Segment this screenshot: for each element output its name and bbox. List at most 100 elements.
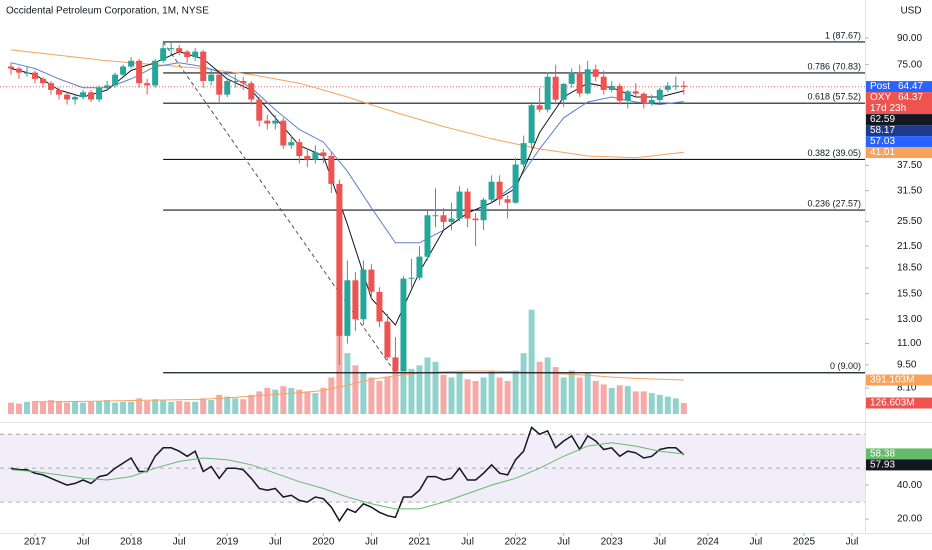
volume-bar <box>664 396 671 414</box>
axis-price-label <box>866 397 932 409</box>
candle-body <box>344 280 351 336</box>
volume-bar <box>304 391 311 414</box>
rsi-ma <box>10 442 684 510</box>
volume-bar <box>80 402 87 414</box>
candle-body <box>160 48 167 61</box>
volume-bar <box>72 401 79 414</box>
volume-bar <box>7 402 14 414</box>
candle-body <box>264 120 271 124</box>
candle-body <box>656 89 663 100</box>
volume-ma <box>35 370 684 403</box>
volume-bar <box>152 399 159 414</box>
candle-body <box>240 81 247 84</box>
volume-bar <box>200 398 207 414</box>
y-tick-label: 75.00 <box>897 59 922 70</box>
volume-bar <box>368 377 375 414</box>
volume-bar <box>176 400 183 414</box>
candle-body <box>432 215 439 217</box>
candle-body <box>480 199 487 221</box>
volume-bar <box>384 376 391 414</box>
volume-bar <box>632 391 639 414</box>
volume-bar <box>224 396 231 414</box>
volume-bar <box>472 380 479 414</box>
volume-bar <box>88 401 95 414</box>
axis-price-label <box>866 92 932 115</box>
axis-price-text: 391.103M <box>870 375 914 386</box>
candle-body <box>592 69 599 77</box>
candle-body <box>168 48 175 50</box>
y-tick-label: 25.50 <box>897 216 922 227</box>
x-tick-label: 2020 <box>312 537 335 548</box>
candle-body <box>15 68 22 73</box>
candle-body <box>152 60 159 86</box>
candle-body <box>504 199 511 203</box>
candle-body <box>136 60 143 84</box>
axis-price-label <box>866 374 932 386</box>
volume-bar <box>48 400 55 414</box>
volume-bar <box>184 401 191 414</box>
moving-average <box>10 51 684 326</box>
volume-bar <box>144 400 151 414</box>
rsi-tick-label: 40.00 <box>897 480 922 491</box>
volume-bar <box>536 361 543 414</box>
volume-bar <box>240 399 247 414</box>
candle-body <box>176 48 183 52</box>
rsi-line <box>10 426 685 523</box>
volume-bar <box>64 402 71 414</box>
axis-price-label <box>866 136 932 148</box>
currency: USD <box>900 6 921 17</box>
volume-bar <box>576 377 583 414</box>
rsi-tick-label: 20.00 <box>897 514 922 525</box>
candle-body <box>472 218 479 221</box>
x-tick-label: Jul <box>173 537 186 548</box>
y-tick-label: 13.00 <box>897 314 922 325</box>
volume-bar <box>616 385 623 414</box>
volume-bar <box>32 400 38 414</box>
candle-body <box>40 78 47 84</box>
candle-body <box>600 76 607 90</box>
candle-body <box>288 142 295 146</box>
axis-price-text: 57.03 <box>870 136 895 147</box>
candle-body <box>528 105 535 144</box>
candle-body <box>216 74 223 95</box>
volume-bar <box>280 386 287 414</box>
axis-price-text: 17d 23h <box>870 103 906 114</box>
x-tick-label: Jul <box>365 537 378 548</box>
axis-price-text: 126.603M <box>870 398 914 409</box>
volume-bar <box>15 403 22 414</box>
x-tick-label: Jul <box>750 537 763 548</box>
candle-body <box>368 269 375 292</box>
y-tick-label: 9.50 <box>897 359 917 370</box>
volume-bar <box>592 380 599 414</box>
x-tick-label: 2018 <box>120 537 143 548</box>
candle-body <box>640 93 647 103</box>
volume-bar <box>672 398 679 414</box>
volume-bar <box>376 380 383 414</box>
volume-bar <box>544 357 551 414</box>
axis-price-text: 58.38 <box>870 449 895 460</box>
y-tick-label: 31.50 <box>897 185 922 196</box>
volume-bar <box>112 402 119 414</box>
candle-body <box>576 72 583 94</box>
volume-bar <box>264 387 271 414</box>
candle-body <box>400 278 407 372</box>
candle-body <box>120 66 127 75</box>
axis-price-label <box>866 147 932 159</box>
volume-bar <box>352 365 359 414</box>
axis-price-text: OXY <box>870 92 891 103</box>
moving-average <box>10 62 684 244</box>
volume-bar <box>23 401 30 414</box>
candle-body <box>448 218 455 222</box>
candle-body <box>328 155 335 184</box>
volume-bar <box>464 379 471 414</box>
candle-body <box>256 99 263 121</box>
volume-bar <box>192 401 199 414</box>
candle-body <box>280 120 287 146</box>
volume-bar <box>440 374 447 414</box>
axis-price-label <box>866 125 932 137</box>
volume-bar <box>456 372 463 414</box>
candle-body <box>384 321 391 358</box>
volume-bar <box>248 394 255 414</box>
x-tick-label: 2019 <box>216 537 239 548</box>
